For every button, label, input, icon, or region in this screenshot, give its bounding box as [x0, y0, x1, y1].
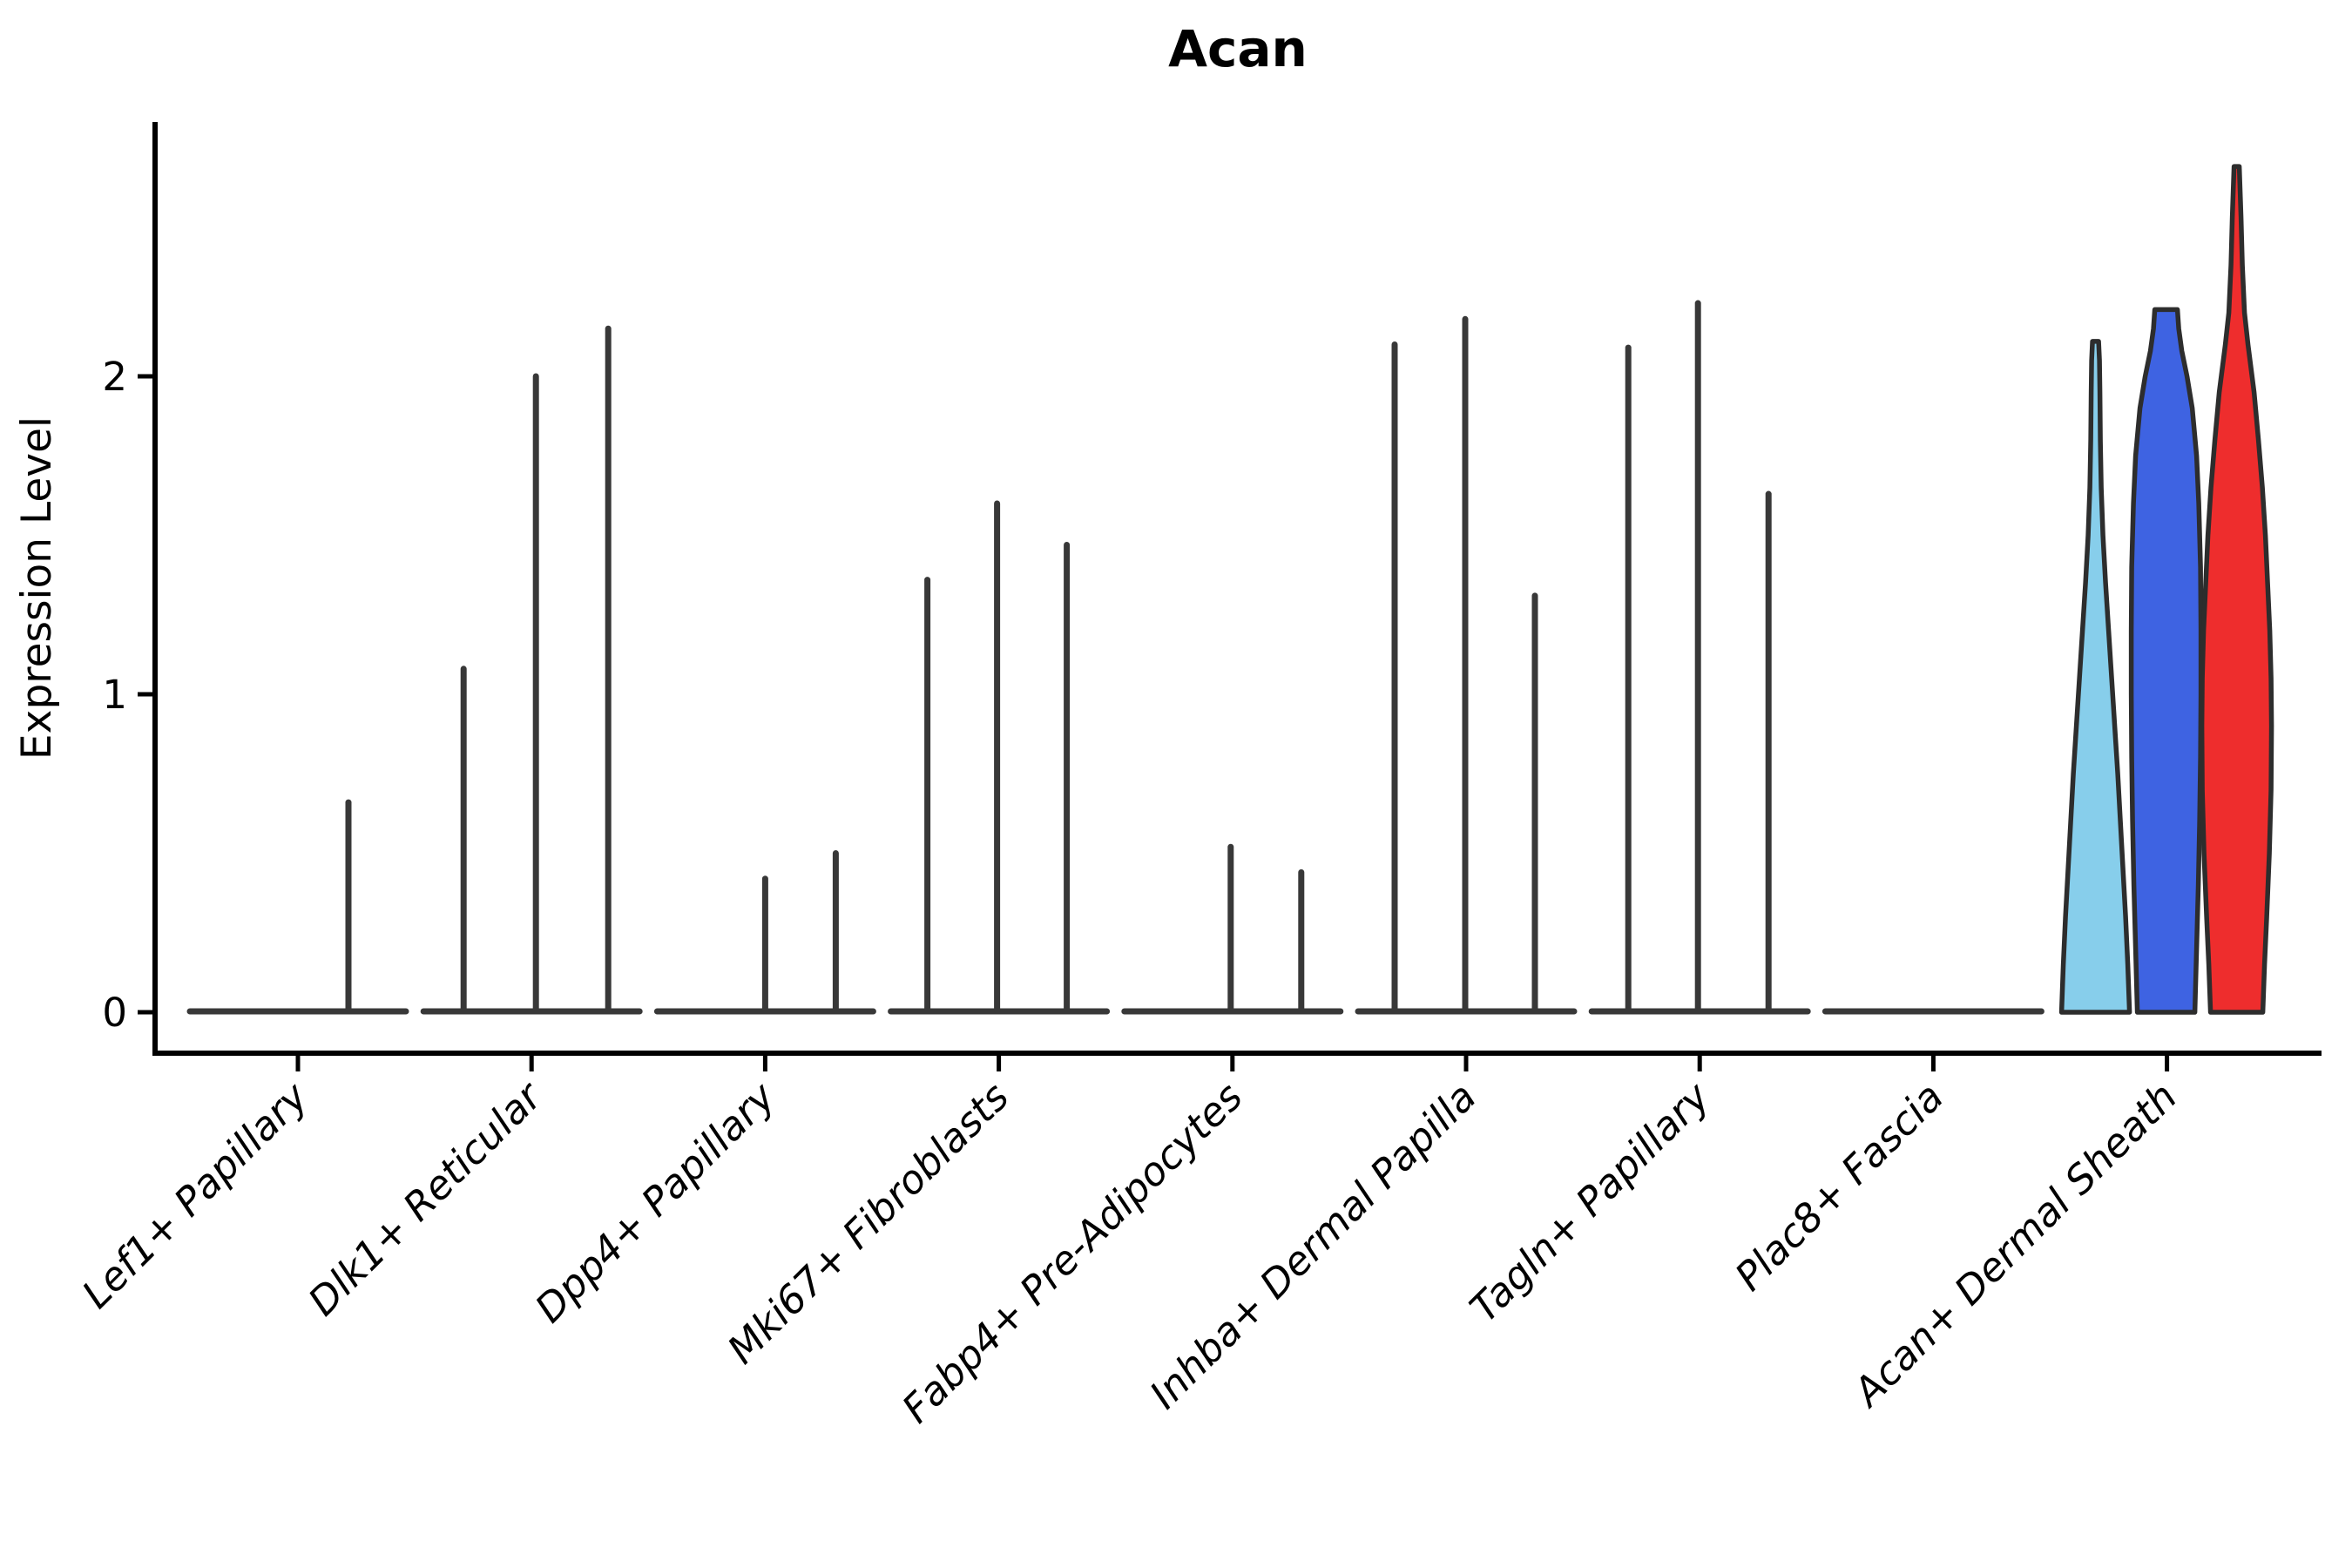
y-tick-label: 0 [102, 990, 127, 1036]
x-category-label: Lef1+ Papillary [73, 1072, 318, 1317]
violin-body [2128, 307, 2204, 1015]
violins-group [186, 164, 2274, 1015]
violin-body [2199, 164, 2274, 1015]
y-axis-label: Expression Level [13, 416, 61, 760]
x-category-label: Dpp4+ Papillary [526, 1072, 785, 1331]
x-category-label: Plac8+ Fascia [1726, 1073, 1952, 1300]
violin-body [2058, 339, 2132, 1015]
chart-title: Acan [1168, 19, 1308, 78]
x-category-label: Dlk1+ Reticular [300, 1072, 552, 1325]
y-tick-label: 2 [102, 354, 127, 400]
x-category-label: Tagln+ Papillary [1461, 1072, 1720, 1331]
y-tick-label: 1 [102, 672, 127, 718]
